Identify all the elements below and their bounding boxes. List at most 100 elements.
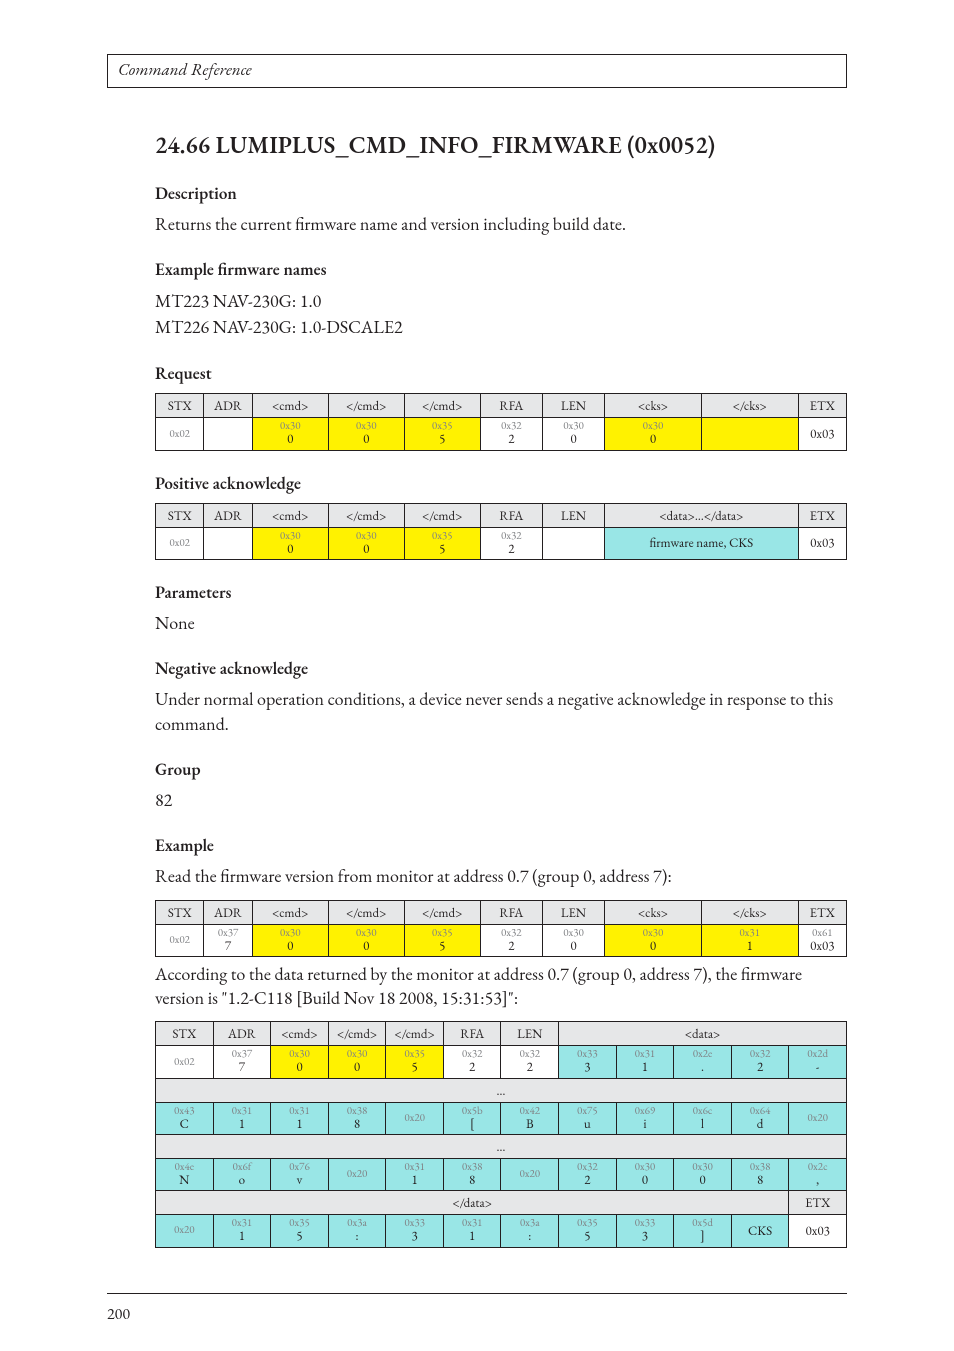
table-header-cell: </cmd> — [328, 1022, 386, 1046]
table-cell: 0x02 — [156, 1046, 214, 1078]
table-header-cell: </cmd> — [386, 1022, 444, 1046]
table-cell: 0x6cl — [674, 1102, 732, 1134]
table-cell — [204, 418, 252, 450]
table-header-cell: <cks> — [605, 900, 702, 924]
table-header-cell: <cmd> — [252, 394, 328, 418]
table-cell: 0x388 — [731, 1159, 789, 1191]
table-cell: CKS — [731, 1215, 789, 1247]
table-header-cell: <data>…</data> — [605, 503, 798, 527]
parameters-label: Parameters — [155, 582, 847, 604]
table-cell: 0x03 — [798, 527, 846, 559]
firmware-example-2: MT226 NAV-230G: 1.0-DSCALE2 — [155, 315, 847, 341]
table-header-cell: </cmd> — [404, 900, 480, 924]
page-number: 200 — [107, 1303, 130, 1324]
table-cell: firmware name, CKS — [605, 527, 798, 559]
table-cell: 0x300 — [271, 1046, 329, 1078]
example-label: Example — [155, 835, 847, 857]
table-header-cell: ADR — [204, 503, 252, 527]
example-response-table: STXADR<cmd></cmd></cmd>RFALEN<data>0x020… — [155, 1021, 847, 1247]
table-cell: 0x300 — [328, 418, 404, 450]
table-header-cell: STX — [156, 1022, 214, 1046]
table-cell: 0x69i — [616, 1102, 674, 1134]
table-header-cell: ETX — [798, 394, 846, 418]
table-cell — [701, 418, 798, 450]
table-header-cell: ETX — [789, 1191, 847, 1215]
table-cell: 0x300 — [542, 924, 604, 956]
table-cell: 0x20 — [386, 1102, 444, 1134]
table-header-cell: RFA — [443, 1022, 501, 1046]
table-header-cell: RFA — [480, 900, 542, 924]
table-header-cell: ADR — [213, 1022, 271, 1046]
table-header-cell: … — [156, 1078, 847, 1102]
running-header-text: Command Reference — [118, 59, 252, 81]
table-header-cell: ETX — [798, 503, 846, 527]
table-header-cell: </cmd> — [404, 394, 480, 418]
table-cell: 0x300 — [252, 527, 328, 559]
table-header-cell: <cmd> — [271, 1022, 329, 1046]
table-header-cell: … — [156, 1135, 847, 1159]
table-cell: 0x2d- — [789, 1046, 847, 1078]
table-header-cell: <cks> — [605, 394, 702, 418]
table-cell: 0x322 — [443, 1046, 501, 1078]
table-header-cell: RFA — [480, 503, 542, 527]
table-cell: 0x377 — [204, 924, 252, 956]
running-header: Command Reference — [107, 54, 847, 88]
negative-ack-text: Under normal operation conditions, a dev… — [155, 688, 847, 737]
table-header-cell: ADR — [204, 900, 252, 924]
firmware-example-1: MT223 NAV-230G: 1.0 — [155, 289, 847, 315]
table-cell: 0x311 — [271, 1102, 329, 1134]
table-cell: 0x75u — [559, 1102, 617, 1134]
table-cell: 0x76v — [271, 1159, 329, 1191]
table-header-cell: LEN — [542, 394, 604, 418]
table-cell: 0x311 — [701, 924, 798, 956]
table-cell: 0x02 — [156, 924, 204, 956]
footer-rule — [107, 1293, 847, 1294]
table-cell: 0x300 — [674, 1159, 732, 1191]
table-cell — [204, 527, 252, 559]
table-cell: 0x311 — [213, 1102, 271, 1134]
table-cell: 0x20 — [789, 1102, 847, 1134]
table-header-cell: <cmd> — [252, 900, 328, 924]
table-cell: 0x300 — [252, 418, 328, 450]
table-cell: 0x333 — [386, 1215, 444, 1247]
table-cell: 0x333 — [559, 1046, 617, 1078]
table-cell — [542, 527, 604, 559]
negative-ack-label: Negative acknowledge — [155, 658, 847, 680]
request-table: STXADR<cmd></cmd></cmd>RFALEN<cks></cks>… — [155, 393, 847, 450]
table-cell: 0x3a: — [328, 1215, 386, 1247]
table-header-cell: STX — [156, 394, 204, 418]
table-cell: 0x300 — [328, 924, 404, 956]
table-cell: 0x322 — [480, 527, 542, 559]
table-cell: 0x610x03 — [798, 924, 846, 956]
table-header-cell: LEN — [501, 1022, 559, 1046]
table-cell: 0x322 — [731, 1046, 789, 1078]
table-cell: 0x388 — [328, 1102, 386, 1134]
table-cell: 0x3a: — [501, 1215, 559, 1247]
table-header-cell: </cmd> — [328, 900, 404, 924]
table-cell: 0x02 — [156, 418, 204, 450]
table-cell: 0x300 — [328, 527, 404, 559]
example-fw-label: Example firmware names — [155, 259, 847, 281]
description-label: Description — [155, 183, 847, 205]
table-cell: 0x03 — [789, 1215, 847, 1247]
table-cell: 0x300 — [605, 418, 702, 450]
table-cell: 0x2c, — [789, 1159, 847, 1191]
table-cell: 0x300 — [542, 418, 604, 450]
table-cell: 0x355 — [404, 527, 480, 559]
table-cell: 0x6fo — [213, 1159, 271, 1191]
table-cell: 0x42B — [501, 1102, 559, 1134]
table-cell: 0x20 — [328, 1159, 386, 1191]
table-header-cell: </cmd> — [328, 503, 404, 527]
table-cell: 0x388 — [443, 1159, 501, 1191]
example-intro: Read the firmware version from monitor a… — [155, 865, 847, 889]
table-header-cell: </data> — [156, 1191, 789, 1215]
table-cell: 0x322 — [501, 1046, 559, 1078]
table-header-cell: LEN — [542, 900, 604, 924]
table-cell: 0x20 — [501, 1159, 559, 1191]
table-cell: 0x5b[ — [443, 1102, 501, 1134]
positive-ack-label: Positive acknowledge — [155, 473, 847, 495]
request-label: Request — [155, 363, 847, 385]
table-header-cell: </cmd> — [328, 394, 404, 418]
table-header-cell: <cmd> — [252, 503, 328, 527]
page-content: 24.66 LUMIPLUS_CMD_INFO_FIRMWARE (0x0052… — [155, 130, 847, 1254]
